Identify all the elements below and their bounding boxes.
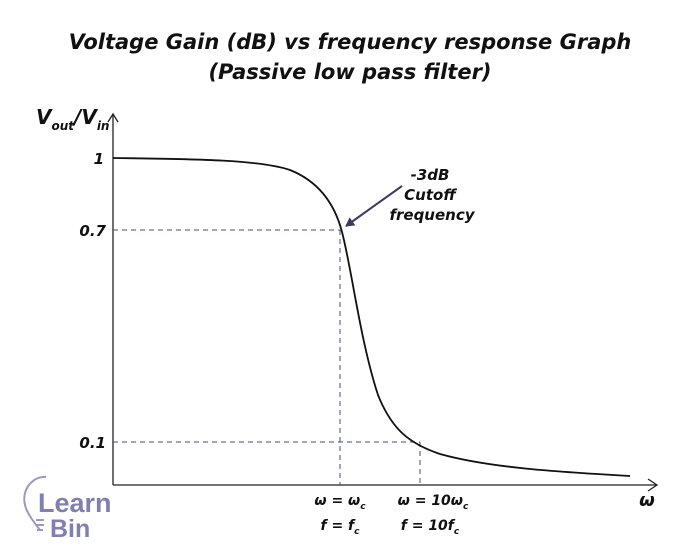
logo-line-2: Bin bbox=[50, 515, 90, 543]
y-tick-1: 1 bbox=[94, 150, 104, 168]
x-axis-arrow-icon bbox=[647, 478, 659, 492]
x-mark-cutoff-freq: f = fc bbox=[320, 518, 360, 537]
lightbulb-icon bbox=[23, 475, 47, 531]
logo-line-1: Learn bbox=[38, 488, 112, 518]
y-axis-label: Vout/Vin bbox=[36, 105, 109, 133]
x-mark-cutoff-omega: ω = ωc bbox=[314, 493, 366, 512]
y-axis-arrow-icon bbox=[107, 112, 119, 123]
title-line-2: (Passive low pass filter) bbox=[208, 60, 492, 84]
y-tick-0.1: 0.1 bbox=[79, 434, 106, 452]
x-mark-10fc-freq: f = 10fc bbox=[401, 518, 460, 537]
response-curve bbox=[112, 157, 631, 477]
x-axis-label: ω bbox=[639, 490, 655, 511]
cutoff-arrow bbox=[345, 185, 403, 227]
learnbin-logo: Learn Bin bbox=[23, 475, 112, 543]
annotation-line-1: -3dB bbox=[411, 166, 450, 184]
x-mark-10fc-omega: ω = 10ωc bbox=[398, 493, 469, 512]
title-line-1: Voltage Gain (dB) vs frequency response … bbox=[68, 30, 632, 54]
annotation-line-3: frequency bbox=[389, 206, 475, 224]
annotation-line-2: Cutoff bbox=[404, 186, 457, 204]
y-tick-0.7: 0.7 bbox=[79, 222, 106, 240]
